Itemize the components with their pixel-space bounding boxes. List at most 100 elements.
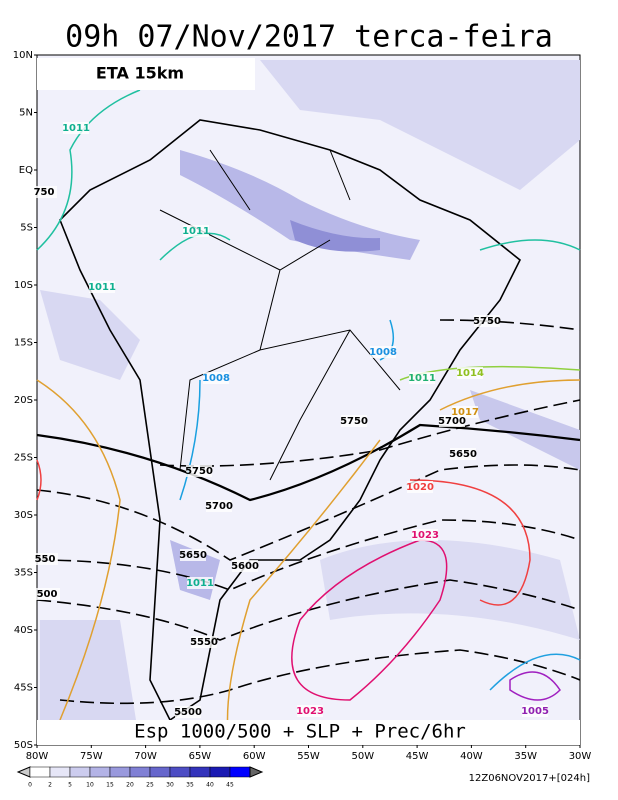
colorbar-swatch xyxy=(69,766,91,778)
contour-label: 1020 xyxy=(406,482,434,493)
contour-label: 1011 xyxy=(88,282,116,293)
colorbar-label: 35 xyxy=(186,782,194,789)
lat-label: 10S xyxy=(14,280,33,291)
colorbar-swatch xyxy=(109,766,131,778)
contour-label-bg xyxy=(341,415,367,427)
contour-label-bg xyxy=(89,281,115,293)
colorbar-label: 25 xyxy=(146,782,154,789)
colorbar-label: 10 xyxy=(86,782,94,789)
contour-label-bg xyxy=(407,481,433,493)
lat-label: 35S xyxy=(14,568,33,579)
contour-label-bg xyxy=(63,122,89,134)
colorbar-swatch xyxy=(189,766,211,778)
contour-label: 1005 xyxy=(521,706,549,717)
contour-label: 5500 xyxy=(174,707,202,718)
contour-label-bg xyxy=(522,705,548,717)
contour-label: 5750 xyxy=(473,316,501,327)
contour-label-bg xyxy=(34,588,60,600)
lat-label: 30S xyxy=(14,510,33,521)
contour-label-bg xyxy=(203,372,229,384)
contour-label-bg xyxy=(474,315,500,327)
contour-label: 750 xyxy=(34,187,55,198)
contour-label-bg xyxy=(31,186,57,198)
lon-label: 35W xyxy=(514,751,537,762)
contour-label-bg xyxy=(409,372,435,384)
contour-label-bg xyxy=(457,367,483,379)
colorbar-swatch xyxy=(129,766,151,778)
lon-label: 80W xyxy=(26,751,49,762)
colorbar-label: 45 xyxy=(226,782,234,789)
contour-label: 500 xyxy=(37,589,58,600)
colorbar-label: 5 xyxy=(68,782,72,789)
lon-label: 45W xyxy=(406,751,429,762)
lat-label: 10N xyxy=(13,50,33,61)
colorbar-swatch xyxy=(49,766,71,778)
lat-label: 45S xyxy=(14,683,33,694)
contour-label: 5750 xyxy=(340,416,368,427)
lat-label: 20S xyxy=(14,395,33,406)
colorbar-swatch xyxy=(89,766,111,778)
colorbar-swatch xyxy=(29,766,51,778)
contour-label: 5750 xyxy=(185,466,213,477)
contour-label: 1023 xyxy=(411,530,439,541)
contour-label: 1011 xyxy=(186,578,214,589)
lon-label: 60W xyxy=(243,751,266,762)
contour-label-bg xyxy=(32,553,58,565)
colorbar-swatch xyxy=(169,766,191,778)
contour-label: 5700 xyxy=(438,416,466,427)
lon-label: 55W xyxy=(297,751,320,762)
contour-label: 1008 xyxy=(202,373,230,384)
contour-label: 1011 xyxy=(182,226,210,237)
colorbar-arrow-right xyxy=(249,766,264,778)
contour-label-bg xyxy=(297,705,323,717)
contour-label: 5550 xyxy=(190,637,218,648)
contour-label-bg xyxy=(187,577,213,589)
contour-label: 5700 xyxy=(205,501,233,512)
contour-label-bg xyxy=(232,560,258,572)
colorbar-label: 30 xyxy=(166,782,174,789)
map-area: ETA 15km Esp 1000/500 + SLP + Prec/6hr xyxy=(36,54,581,746)
contour-label: 1014 xyxy=(456,368,484,379)
contour-label-bg xyxy=(175,706,201,718)
contour-label-bg xyxy=(186,465,212,477)
contour-label: 1008 xyxy=(369,347,397,358)
colorbar-label: 20 xyxy=(126,782,134,789)
timestamp: 12Z06NOV2017+[024h] xyxy=(469,773,590,784)
lon-label: 30W xyxy=(569,751,592,762)
colorbar-label: 40 xyxy=(206,782,214,789)
colorbar-swatch xyxy=(209,766,231,778)
colorbar-label: 0 xyxy=(28,782,32,789)
contour-label-bg xyxy=(191,636,217,648)
contour-label-bg xyxy=(450,448,476,460)
lat-label: 25S xyxy=(14,453,33,464)
lat-label: 15S xyxy=(14,338,33,349)
lat-label: 40S xyxy=(14,625,33,636)
contour-label: 5650 xyxy=(179,550,207,561)
contour-label-bg xyxy=(180,549,206,561)
colorbar-swatch xyxy=(149,766,171,778)
colorbar-label: 15 xyxy=(106,782,114,789)
colorbar-swatch xyxy=(229,766,251,778)
lat-label: 50S xyxy=(14,740,33,751)
colorbar-arrow-left xyxy=(16,766,31,778)
map-title: 09h 07/Nov/2017 terca-feira xyxy=(65,20,553,55)
contour-label-bg xyxy=(206,500,232,512)
lon-label: 40W xyxy=(460,751,483,762)
model-label: ETA 15km xyxy=(96,64,184,83)
contour-label-bg xyxy=(370,346,396,358)
lat-label: EQ xyxy=(19,165,33,176)
contour-label-bg xyxy=(439,415,465,427)
lon-label: 70W xyxy=(134,751,157,762)
contour-label: 1011 xyxy=(62,123,90,134)
contour-label: 550 xyxy=(35,554,56,565)
contour-label: 1011 xyxy=(408,373,436,384)
contour-label-bg xyxy=(412,529,438,541)
colorbar-label: 2 xyxy=(48,782,52,789)
lat-label: 5S xyxy=(20,223,33,234)
map-subtitle: Esp 1000/500 + SLP + Prec/6hr xyxy=(134,721,466,743)
contour-label: 5650 xyxy=(449,449,477,460)
contour-label: 5600 xyxy=(231,561,259,572)
contour-label-bg xyxy=(183,225,209,237)
